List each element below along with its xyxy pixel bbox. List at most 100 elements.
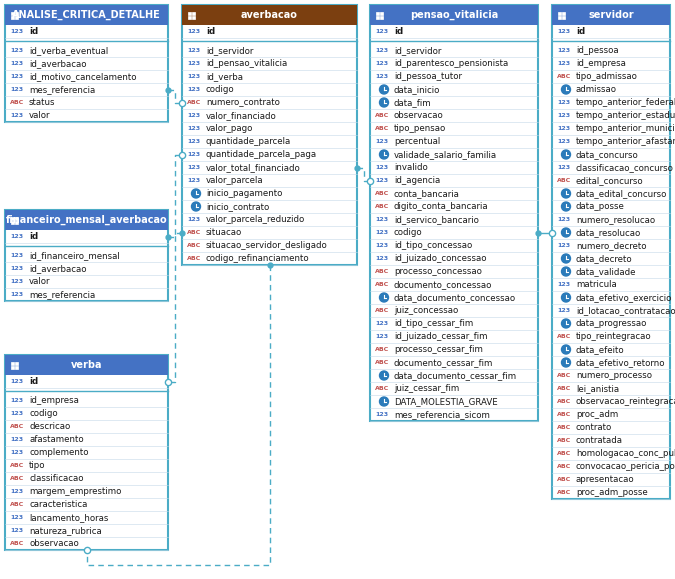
Text: documento_cessar_fim: documento_cessar_fim — [394, 358, 493, 367]
Text: id_empresa: id_empresa — [576, 59, 626, 68]
Bar — [370, 5, 538, 421]
Text: conta_bancaria: conta_bancaria — [394, 189, 460, 198]
Text: id_tipo_cessar_fim: id_tipo_cessar_fim — [394, 319, 473, 328]
Text: codigo: codigo — [29, 409, 57, 418]
Text: ABC: ABC — [375, 191, 389, 196]
Text: ABC: ABC — [10, 502, 24, 507]
Text: ANALISE_CRITICA_DETALHE: ANALISE_CRITICA_DETALHE — [12, 10, 161, 20]
Text: tempo_anterior_municipal: tempo_anterior_municipal — [576, 124, 675, 133]
Bar — [370, 5, 538, 25]
Text: observacao: observacao — [29, 539, 79, 548]
Text: verba: verba — [71, 360, 102, 370]
Bar — [11, 217, 14, 219]
Text: classificacao: classificacao — [29, 474, 84, 483]
Text: ABC: ABC — [187, 230, 201, 235]
Text: data_efetivo_exercicio: data_efetivo_exercicio — [576, 293, 672, 302]
Text: convocacao_pericia_posse: convocacao_pericia_posse — [576, 462, 675, 471]
Text: id_parentesco_pensionista: id_parentesco_pensionista — [394, 59, 508, 68]
Text: ABC: ABC — [557, 438, 571, 443]
Text: valor_parcela_reduzido: valor_parcela_reduzido — [206, 215, 305, 224]
Text: situacao: situacao — [206, 228, 242, 237]
Bar — [5, 210, 168, 301]
Bar — [562, 16, 565, 19]
Text: id: id — [29, 27, 38, 36]
Text: valor_parcela: valor_parcela — [206, 176, 264, 185]
Text: id_agencia: id_agencia — [394, 176, 440, 185]
Text: 123: 123 — [557, 217, 570, 222]
Text: 123: 123 — [10, 515, 23, 520]
Text: 123: 123 — [187, 139, 200, 144]
Circle shape — [379, 371, 389, 380]
Text: ABC: ABC — [557, 451, 571, 456]
Text: 123: 123 — [10, 61, 23, 66]
Text: ABC: ABC — [375, 308, 389, 313]
Text: ABC: ABC — [10, 541, 24, 546]
Circle shape — [379, 98, 389, 107]
Text: caracteristica: caracteristica — [29, 500, 87, 509]
Text: numero_processo: numero_processo — [576, 371, 652, 380]
Text: id: id — [206, 27, 215, 36]
Text: 123: 123 — [375, 256, 388, 261]
Text: 123: 123 — [10, 266, 23, 271]
Text: ABC: ABC — [10, 463, 24, 468]
Text: quantidade_parcela: quantidade_parcela — [206, 137, 291, 146]
Circle shape — [562, 150, 570, 159]
Text: proc_adm_posse: proc_adm_posse — [576, 488, 648, 497]
Text: 123: 123 — [10, 87, 23, 92]
Text: 123: 123 — [10, 437, 23, 442]
Bar — [15, 16, 18, 19]
Text: ABC: ABC — [375, 269, 389, 274]
Bar — [11, 221, 14, 223]
Text: margem_emprestimo: margem_emprestimo — [29, 487, 122, 496]
Bar — [376, 16, 379, 19]
Text: edital_concurso: edital_concurso — [576, 176, 644, 185]
Circle shape — [379, 85, 389, 94]
Text: id_tipo_concessao: id_tipo_concessao — [394, 241, 472, 250]
Text: 123: 123 — [375, 334, 388, 339]
Bar — [5, 210, 168, 230]
Bar — [552, 5, 670, 499]
Circle shape — [379, 293, 389, 302]
Circle shape — [562, 267, 570, 276]
Text: mes_referencia: mes_referencia — [29, 85, 95, 94]
Text: id: id — [29, 232, 38, 241]
Circle shape — [562, 358, 570, 367]
Text: 123: 123 — [375, 217, 388, 222]
Text: 123: 123 — [10, 450, 23, 455]
Text: 123: 123 — [10, 489, 23, 494]
Text: data_documento_cessar_fim: data_documento_cessar_fim — [394, 371, 517, 380]
Circle shape — [192, 189, 200, 198]
Bar — [15, 217, 18, 219]
Text: juiz_cessar_fim: juiz_cessar_fim — [394, 384, 459, 393]
Bar — [11, 16, 14, 19]
Text: ABC: ABC — [557, 477, 571, 482]
Text: 123: 123 — [557, 48, 570, 53]
Text: ABC: ABC — [187, 243, 201, 248]
Text: 123: 123 — [375, 178, 388, 183]
Text: id_verba_eventual: id_verba_eventual — [29, 46, 108, 55]
Text: 123: 123 — [10, 528, 23, 533]
Bar — [192, 16, 195, 19]
Text: financeiro_mensal_averbacao: financeiro_mensal_averbacao — [5, 215, 167, 225]
Bar — [15, 361, 18, 365]
Text: id_juizado_concessao: id_juizado_concessao — [394, 254, 487, 263]
Bar — [188, 12, 191, 14]
Bar — [5, 355, 168, 550]
Text: processo_concessao: processo_concessao — [394, 267, 482, 276]
Text: pensao_vitalicia: pensao_vitalicia — [410, 10, 498, 20]
Text: 123: 123 — [375, 29, 388, 34]
Bar — [376, 12, 379, 14]
Text: id_empresa: id_empresa — [29, 396, 79, 405]
Text: 123: 123 — [557, 308, 570, 313]
Bar — [15, 12, 18, 14]
Text: ABC: ABC — [10, 100, 24, 105]
Text: id_pensao_vitalicia: id_pensao_vitalicia — [206, 59, 288, 68]
Text: averbacao: averbacao — [241, 10, 298, 20]
Text: ABC: ABC — [557, 373, 571, 378]
Text: id_verba: id_verba — [206, 72, 243, 81]
Text: 123: 123 — [10, 292, 23, 297]
Text: id_lotacao_contratacao: id_lotacao_contratacao — [576, 306, 675, 315]
Text: tipo_admissao: tipo_admissao — [576, 72, 638, 81]
Text: id_pessoa_tutor: id_pessoa_tutor — [394, 72, 462, 81]
Text: valor_total_financiado: valor_total_financiado — [206, 163, 301, 172]
